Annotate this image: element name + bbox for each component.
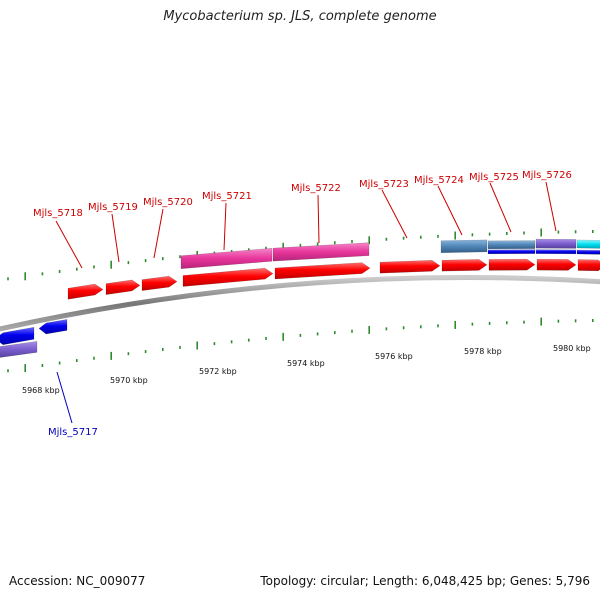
reverse-gene-5716 — [0, 326, 35, 345]
leader-line — [489, 182, 512, 233]
leader-line — [381, 189, 408, 239]
leader-line — [545, 181, 557, 232]
gene-label-mjls-5720[interactable]: Mjls_5720 — [143, 197, 193, 208]
leader-line — [56, 371, 73, 424]
feature-steel-1 — [440, 239, 488, 253]
feature-track — [0, 238, 600, 358]
scale-label-5978: 5978 kbp — [464, 347, 502, 356]
gene-label-mjls-5723[interactable]: Mjls_5723 — [359, 179, 409, 190]
label-leaders — [55, 181, 557, 424]
feature-pink-2 — [272, 242, 370, 262]
leader-line — [223, 202, 227, 251]
scale-label-5980: 5980 kbp — [553, 344, 591, 353]
feature-steel-2 — [487, 240, 536, 250]
inner-tick-marks — [7, 317, 594, 373]
genome-backbone — [0, 274, 600, 332]
leader-line — [437, 185, 463, 236]
feature-blue-band-3 — [576, 249, 600, 255]
leader-line — [317, 194, 320, 244]
gene-label-mjls-5721[interactable]: Mjls_5721 — [202, 191, 252, 202]
forward-gene-gene-5722 — [274, 262, 371, 280]
leader-line — [153, 208, 164, 259]
gene-label-mjls-5724[interactable]: Mjls_5724 — [414, 175, 464, 186]
forward-gene-gene-5726 — [536, 258, 577, 271]
forward-gene-gene-5723 — [379, 259, 441, 274]
feature-cyan — [576, 239, 600, 249]
forward-gene-gene-5720 — [141, 275, 178, 291]
leader-line — [111, 213, 120, 263]
scale-label-5972: 5972 kbp — [199, 367, 237, 376]
gene-label-mjls-5722[interactable]: Mjls_5722 — [291, 183, 341, 194]
reverse-gene-5717 — [38, 319, 68, 335]
accession-text: Accession: NC_009077 — [9, 574, 146, 588]
forward-gene-gene-5725 — [488, 258, 536, 271]
forward-gene-gene-5721 — [182, 267, 274, 287]
gene-label-mjls-5718[interactable]: Mjls_5718 — [33, 208, 83, 219]
feature-blue-band-2 — [535, 249, 577, 255]
forward-gene-gene-5719 — [105, 279, 141, 295]
feature-blue-band-1 — [487, 249, 536, 255]
gene-label-mjls-5726[interactable]: Mjls_5726 — [522, 170, 572, 181]
gene-label-mjls-5725[interactable]: Mjls_5725 — [469, 172, 519, 183]
gene-label-mjls-5719[interactable]: Mjls_5719 — [88, 202, 138, 213]
genome-summary-text: Topology: circular; Length: 6,048,425 bp… — [260, 574, 590, 588]
feature-pink-1 — [180, 247, 273, 270]
forward-gene-gene-5724 — [441, 259, 488, 272]
feature-purple-right — [535, 238, 577, 249]
scale-label-5968: 5968 kbp — [22, 386, 60, 395]
gene-track — [0, 258, 600, 345]
leader-line — [55, 220, 83, 269]
feature-purple-left — [0, 341, 38, 358]
map-title: Mycobacterium sp. JLS, complete genome — [163, 9, 437, 24]
forward-gene-gene-5727 — [577, 259, 600, 272]
scale-label-5976: 5976 kbp — [375, 352, 413, 361]
scale-label-5970: 5970 kbp — [110, 376, 148, 385]
forward-gene-gene-5718 — [67, 283, 104, 300]
gene-label-mjls-5717[interactable]: Mjls_5717 — [48, 427, 98, 438]
scale-label-5974: 5974 kbp — [287, 359, 325, 368]
